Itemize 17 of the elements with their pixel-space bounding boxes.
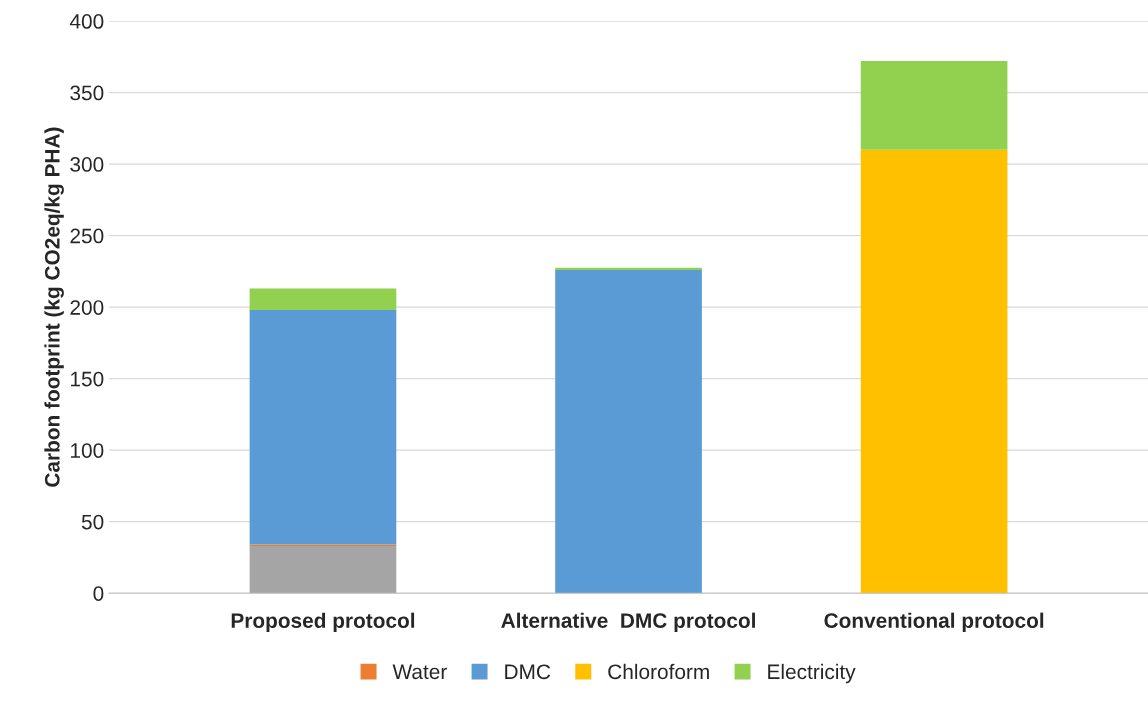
- legend-label: Electricity: [768, 663, 856, 684]
- y-axis-title: Carbon footprint (kg CO2eq/kg PHA): [44, 127, 64, 487]
- y-tick-label: 0: [93, 586, 104, 601]
- legend-label: DMC: [505, 664, 551, 680]
- y-tick-label: 200: [70, 300, 104, 315]
- y-tick-label: 400: [69, 14, 104, 29]
- legend-label: Chloroform: [608, 663, 709, 680]
- y-tick-label: 50: [81, 514, 104, 530]
- x-tick-label: Proposed protocol: [231, 612, 415, 633]
- y-tick-label: 350: [70, 85, 104, 101]
- y-tick-label: 300: [70, 157, 104, 172]
- y-tick-label: 250: [70, 228, 104, 244]
- x-tick-label: Conventional protocol: [824, 612, 1044, 633]
- y-tick-label: 150: [71, 371, 104, 387]
- x-tick-label: Alternative DMC protocol: [501, 612, 755, 633]
- legend-label: Water: [392, 664, 447, 680]
- y-tick-label: 100: [71, 443, 104, 458]
